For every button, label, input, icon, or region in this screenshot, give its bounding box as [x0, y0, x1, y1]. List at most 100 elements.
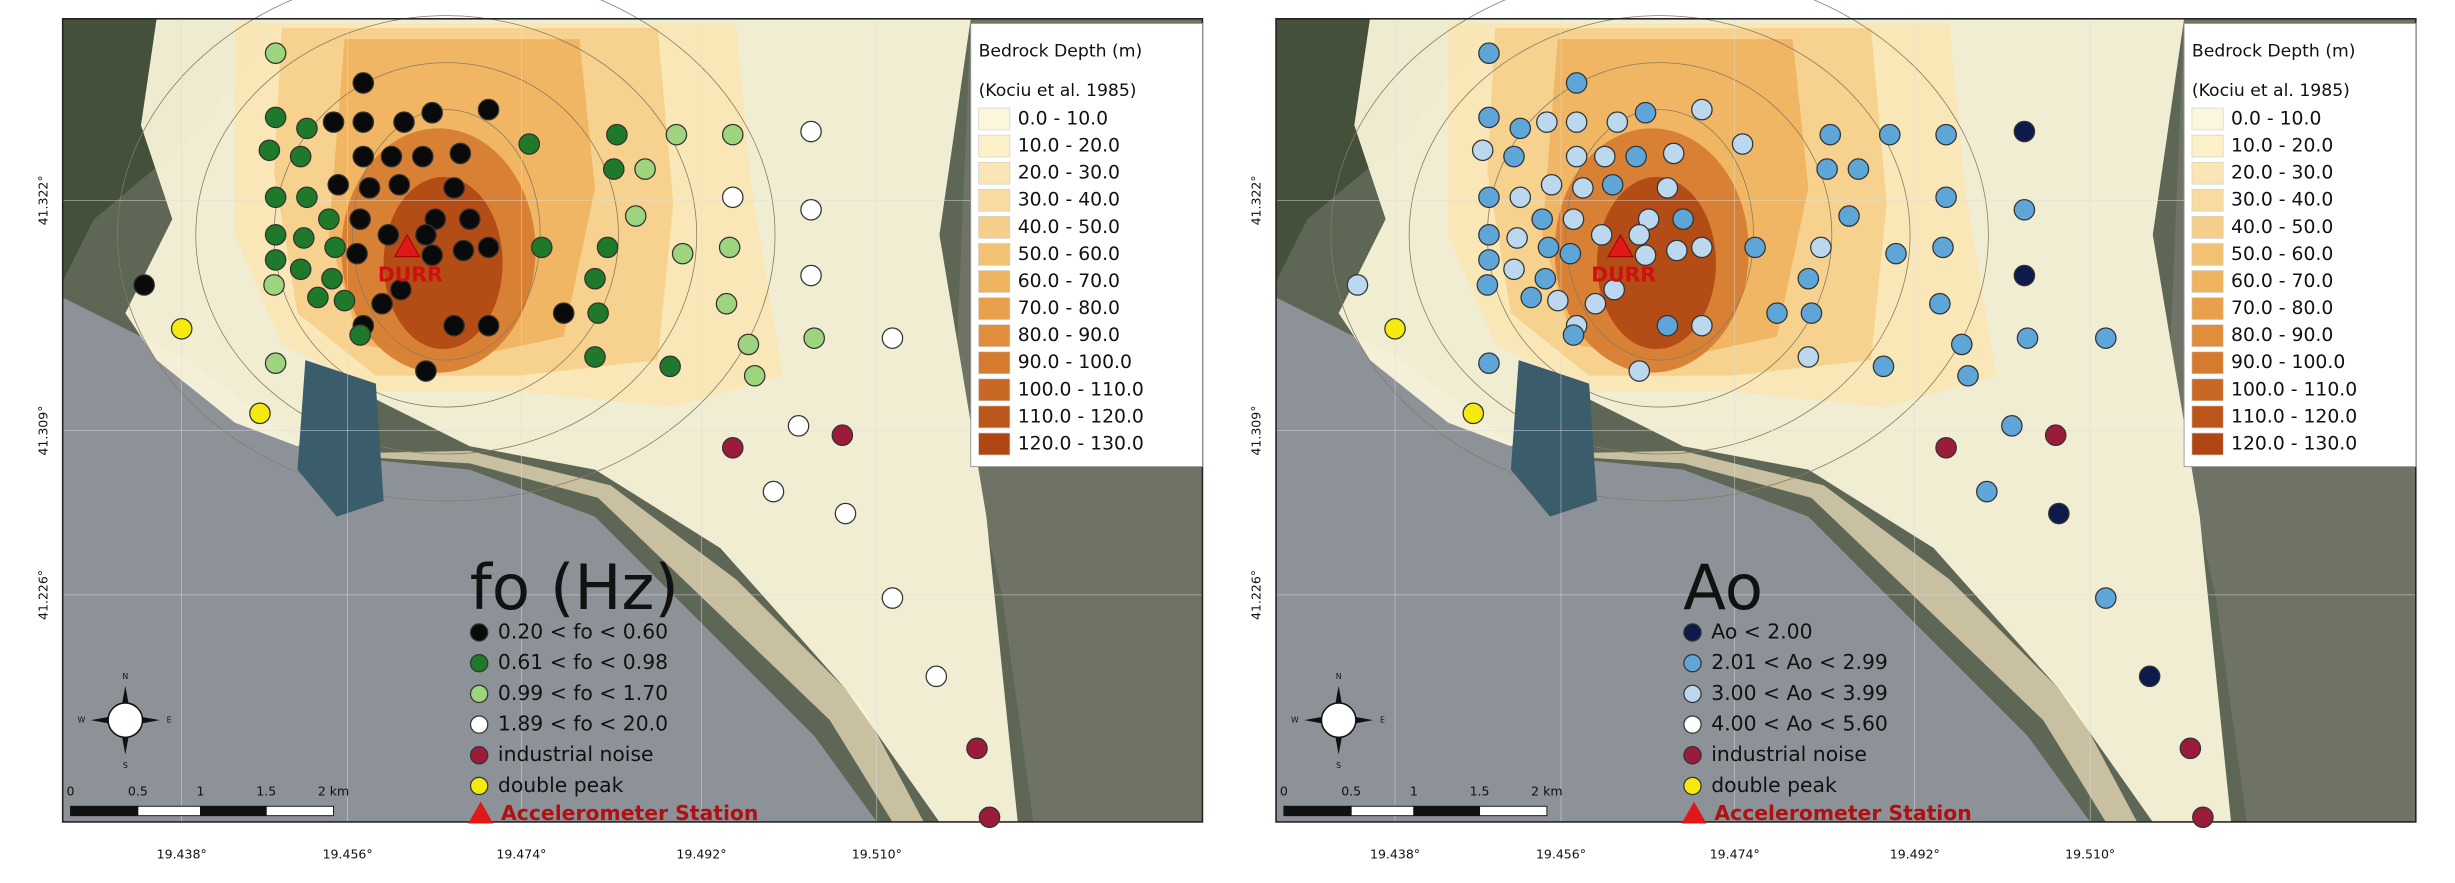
site-marker	[1509, 117, 1532, 140]
site-marker	[2013, 198, 2036, 221]
station-label: DURR	[1591, 263, 1656, 287]
site-marker	[1731, 133, 1754, 155]
compass-ring	[107, 702, 144, 739]
site-marker	[966, 737, 988, 760]
site-marker	[1547, 289, 1569, 312]
marker-legend-title: fo (Hz)	[470, 551, 679, 624]
site-marker	[1929, 292, 1951, 315]
marker-legend-symbol	[1683, 684, 1702, 704]
site-marker	[1935, 123, 1957, 146]
longitude-label: 19.510°	[2065, 846, 2115, 861]
compass-letter: W	[78, 716, 86, 725]
legend-label: 70.0 - 80.0	[1018, 298, 1120, 319]
legend-label: 10.0 - 20.0	[2231, 136, 2333, 157]
site-marker	[2095, 327, 2117, 349]
marker-legend-label: 2.01 < Ao < 2.99	[1711, 650, 1888, 674]
site-marker	[393, 111, 415, 133]
legend-label: 120.0 - 130.0	[1018, 434, 1144, 455]
site-marker	[324, 236, 346, 259]
legend-title: Bedrock Depth (m)	[2192, 42, 2356, 62]
site-marker	[333, 289, 356, 312]
legend-swatch	[2191, 270, 2224, 293]
site-marker	[2013, 264, 2036, 287]
site-marker	[831, 424, 854, 447]
scale-label: 1.5	[256, 784, 276, 799]
site-marker	[264, 186, 287, 209]
site-marker	[803, 327, 825, 349]
legend-label: 90.0 - 100.0	[2231, 352, 2345, 373]
site-marker	[1478, 42, 1500, 65]
site-marker	[264, 224, 287, 246]
latitude-label: 41.309°	[1249, 406, 1264, 456]
site-marker	[1476, 274, 1499, 296]
site-marker	[1536, 111, 1558, 133]
scale-segment	[1283, 805, 1352, 817]
site-marker	[1478, 186, 1500, 209]
site-marker	[1797, 267, 1820, 290]
compass-ring	[1320, 702, 1357, 739]
site-marker	[1766, 302, 1788, 324]
legend-label: 40.0 - 50.0	[2231, 217, 2333, 238]
compass-letter: S	[1336, 761, 1341, 770]
site-marker	[659, 355, 681, 378]
site-marker	[925, 665, 948, 688]
site-marker	[881, 587, 904, 609]
legend-swatch	[978, 324, 1011, 347]
marker-legend-label: 0.61 < fo < 0.98	[498, 650, 668, 674]
site-marker	[1957, 364, 1979, 387]
marker-legend-symbol	[469, 746, 489, 765]
legend-label: 60.0 - 70.0	[2231, 271, 2333, 292]
legend-swatch	[978, 270, 1011, 293]
site-marker	[737, 333, 760, 356]
site-marker	[1932, 236, 1954, 259]
marker-legend-title: Ao	[1683, 551, 1763, 624]
site-marker	[1572, 177, 1594, 199]
site-marker	[2179, 737, 2202, 760]
site-marker	[1506, 227, 1528, 249]
site-marker	[1816, 158, 1838, 180]
site-marker	[1384, 317, 1406, 340]
legend-label: 110.0 - 120.0	[2231, 406, 2357, 427]
latitude-label: 41.226°	[35, 570, 50, 620]
site-marker	[318, 208, 340, 230]
legend-label: 0.0 - 10.0	[2231, 108, 2321, 129]
legend-label: 70.0 - 80.0	[2231, 298, 2333, 319]
site-marker	[289, 145, 312, 168]
site-marker	[721, 123, 744, 146]
scale-label: 0.5	[1341, 784, 1361, 799]
site-marker	[1565, 111, 1588, 133]
site-marker	[377, 224, 400, 246]
site-marker	[1562, 208, 1585, 230]
legend-label: 50.0 - 60.0	[2231, 244, 2333, 265]
legend-label: 20.0 - 30.0	[1018, 163, 1120, 184]
scale-segment	[265, 805, 335, 817]
site-marker	[1810, 236, 1832, 259]
marker-legend-symbol	[469, 715, 489, 734]
station-legend-symbol	[1681, 801, 1707, 824]
site-marker	[1878, 123, 1901, 146]
site-marker	[762, 480, 785, 503]
legend-swatch	[978, 405, 1011, 429]
marker-legend-symbol	[469, 776, 489, 796]
site-marker	[249, 402, 271, 425]
site-marker	[1584, 292, 1607, 315]
marker-legend-label: industrial noise	[498, 742, 654, 766]
site-marker	[264, 106, 287, 129]
legend-label: 0.0 - 10.0	[1018, 108, 1108, 129]
marker-legend-symbol	[469, 653, 489, 673]
legend-swatch	[2191, 378, 2224, 402]
marker-legend-label: 1.89 < fo < 20.0	[498, 712, 668, 736]
legend-label: 110.0 - 120.0	[1018, 406, 1144, 427]
site-marker	[721, 186, 744, 209]
site-marker	[292, 227, 315, 249]
site-marker	[1478, 224, 1500, 246]
site-marker	[1606, 111, 1629, 133]
site-marker	[1478, 352, 1500, 375]
site-marker	[1590, 224, 1613, 246]
legend-swatch	[2191, 216, 2224, 239]
site-marker	[2095, 587, 2117, 609]
station-legend-label: Accelerometer Station	[501, 801, 758, 825]
legend-swatch	[978, 351, 1011, 375]
marker-legend-symbol	[469, 623, 489, 642]
site-marker	[1462, 402, 1485, 425]
